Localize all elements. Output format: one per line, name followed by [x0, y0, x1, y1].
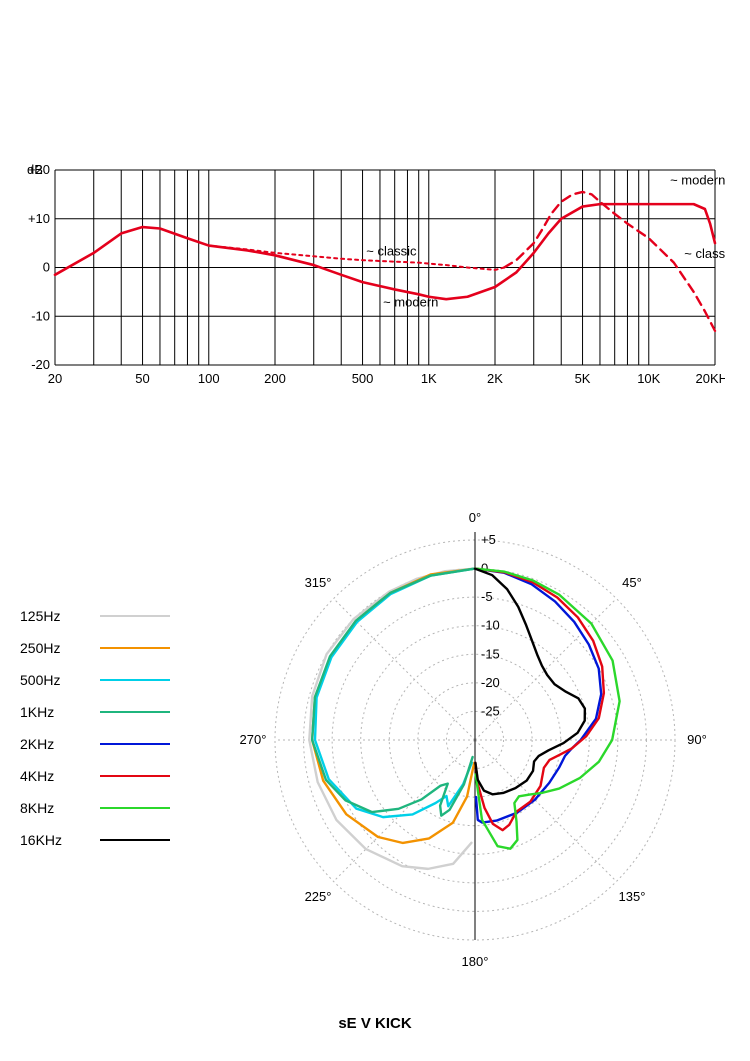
- svg-text:90°: 90°: [687, 732, 707, 747]
- svg-text:+10: +10: [28, 211, 50, 226]
- legend-swatch: [100, 839, 170, 842]
- svg-text:-20: -20: [31, 357, 50, 372]
- svg-text:100: 100: [198, 371, 220, 386]
- svg-text:~ classic: ~ classic: [684, 246, 725, 261]
- svg-text:270°: 270°: [240, 732, 267, 747]
- svg-text:dB: dB: [27, 162, 43, 177]
- svg-text:~ classic: ~ classic: [366, 243, 417, 258]
- legend-row: 1KHz: [20, 696, 170, 728]
- svg-text:225°: 225°: [305, 889, 332, 904]
- svg-text:-25: -25: [481, 703, 500, 718]
- legend-row: 8KHz: [20, 792, 170, 824]
- legend-label: 2KHz: [20, 736, 80, 752]
- legend-row: 500Hz: [20, 664, 170, 696]
- svg-text:-10: -10: [31, 308, 50, 323]
- svg-text:135°: 135°: [619, 889, 646, 904]
- svg-text:5K: 5K: [575, 371, 591, 386]
- frequency-response-chart: -20-100+10+20dB20501002005001K2K5K10K20K…: [25, 160, 725, 390]
- svg-text:1K: 1K: [421, 371, 437, 386]
- legend-swatch: [100, 711, 170, 714]
- svg-text:10K: 10K: [637, 371, 660, 386]
- svg-text:315°: 315°: [305, 575, 332, 590]
- legend-row: 16KHz: [20, 824, 170, 856]
- svg-text:500: 500: [352, 371, 374, 386]
- legend-label: 8KHz: [20, 800, 80, 816]
- svg-text:-5: -5: [481, 589, 493, 604]
- legend-swatch: [100, 775, 170, 778]
- svg-text:~ modern: ~ modern: [670, 173, 725, 188]
- polar-pattern-chart: +50-5-10-15-20-250°45°90°135°180°225°270…: [220, 470, 730, 1010]
- legend-label: 1KHz: [20, 704, 80, 720]
- legend-label: 16KHz: [20, 832, 80, 848]
- legend-row: 125Hz: [20, 600, 170, 632]
- svg-text:0°: 0°: [469, 510, 481, 525]
- svg-text:-20: -20: [481, 675, 500, 690]
- svg-text:0: 0: [43, 260, 50, 275]
- chart-title: sE V KICK: [0, 1015, 750, 1032]
- legend-swatch: [100, 743, 170, 746]
- svg-text:20: 20: [48, 371, 62, 386]
- svg-text:50: 50: [135, 371, 149, 386]
- legend-label: 125Hz: [20, 608, 80, 624]
- legend-row: 4KHz: [20, 760, 170, 792]
- svg-text:-15: -15: [481, 646, 500, 661]
- legend-label: 4KHz: [20, 768, 80, 784]
- svg-text:200: 200: [264, 371, 286, 386]
- legend-label: 500Hz: [20, 672, 80, 688]
- legend-swatch: [100, 807, 170, 810]
- legend-row: 250Hz: [20, 632, 170, 664]
- legend-swatch: [100, 679, 170, 682]
- legend-swatch: [100, 647, 170, 650]
- svg-text:180°: 180°: [462, 954, 489, 969]
- legend-row: 2KHz: [20, 728, 170, 760]
- polar-legend: 125Hz 250Hz 500Hz 1KHz 2KHz 4KHz 8KHz 16KHz: [20, 600, 170, 856]
- legend-swatch: [100, 615, 170, 618]
- svg-text:2K: 2K: [487, 371, 503, 386]
- svg-text:+5: +5: [481, 532, 496, 547]
- svg-text:20KHz: 20KHz: [695, 371, 725, 386]
- svg-text:~ modern: ~ modern: [383, 295, 438, 310]
- svg-text:-10: -10: [481, 618, 500, 633]
- legend-label: 250Hz: [20, 640, 80, 656]
- svg-text:45°: 45°: [622, 575, 642, 590]
